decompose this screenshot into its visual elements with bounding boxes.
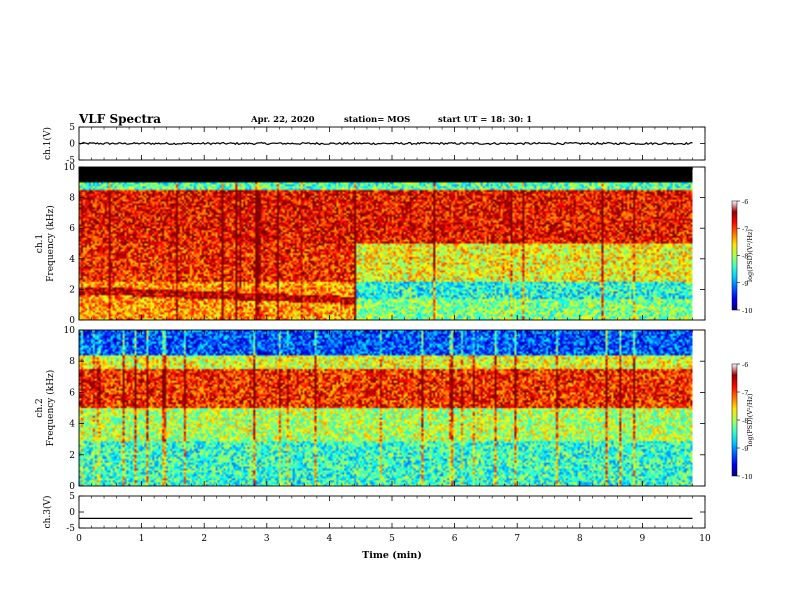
- spectrogram-image: [79, 167, 693, 320]
- colorbar-tick-label: -7: [742, 225, 748, 233]
- y-tick-label: 0: [69, 482, 75, 492]
- colorbar: [731, 200, 738, 311]
- x-tick-label: 5: [389, 534, 395, 544]
- y-tick-label: 8: [69, 357, 75, 367]
- y-tick-label: -5: [66, 524, 75, 534]
- colorbar-tick-label: -10: [742, 473, 752, 481]
- y-tick-label: 2: [69, 285, 75, 295]
- x-tick-label: 0: [76, 534, 82, 544]
- colorbar-tick-label: -8: [742, 253, 748, 261]
- colorbar-tick-label: -9: [742, 280, 748, 288]
- y-tick-label: 0: [69, 508, 75, 518]
- x-tick-label: 4: [327, 534, 333, 544]
- y-tick-label: 5: [69, 492, 75, 502]
- y-tick-label: 0: [69, 316, 75, 326]
- x-tick-label: 8: [577, 534, 583, 544]
- y-axis-label-frequency: Frequency (kHz): [45, 205, 56, 282]
- colorbar-tick-label: -7: [742, 389, 748, 397]
- y-tick-label: 6: [69, 224, 75, 234]
- colorbar-tick-label: -6: [742, 361, 748, 369]
- y-tick-label: 8: [69, 194, 75, 204]
- y-axis-label-channel: ch.1: [35, 234, 45, 253]
- x-axis-label: Time (min): [362, 550, 422, 561]
- y-tick-label: 4: [69, 255, 75, 265]
- y-axis-label: ch.3(V): [42, 496, 53, 529]
- header-station: station= MOS: [344, 115, 411, 125]
- y-tick-label: 6: [69, 388, 75, 398]
- colorbar: [731, 363, 738, 477]
- y-tick-label: 10: [64, 326, 76, 336]
- y-tick-label: 0: [69, 140, 75, 150]
- colorbar-tick-label: -6: [742, 198, 748, 206]
- colorbar-label: log(PSD)(V²/Hz): [746, 393, 754, 446]
- x-tick-label: 7: [514, 534, 520, 544]
- x-tick-label: 1: [139, 534, 145, 544]
- spectrogram-image: [79, 330, 693, 486]
- y-tick-label: 2: [69, 451, 75, 461]
- x-tick-label: 3: [264, 534, 270, 544]
- x-tick-label: 2: [201, 534, 207, 544]
- header-title: VLF Spectra: [79, 112, 162, 126]
- header-start-time: start UT = 18: 30: 1: [438, 115, 533, 125]
- waveform-line: [78, 141, 693, 146]
- header-date: Apr. 22, 2020: [251, 115, 315, 125]
- y-axis-label-channel: ch.2: [35, 398, 45, 417]
- colorbar-tick-label: -10: [742, 307, 752, 315]
- x-tick-label: 6: [452, 534, 458, 544]
- y-axis-label: ch.1(V): [42, 127, 53, 160]
- colorbar-tick-label: -9: [742, 445, 748, 453]
- x-tick-label: 10: [699, 534, 711, 544]
- y-tick-label: 10: [64, 163, 76, 173]
- colorbar-tick-label: -8: [742, 417, 748, 425]
- x-tick-label: 9: [640, 534, 646, 544]
- y-tick-label: 4: [69, 420, 75, 430]
- y-tick-label: 5: [69, 123, 75, 133]
- y-axis-label-frequency: Frequency (kHz): [45, 370, 56, 447]
- y-tick-label: -5: [66, 156, 75, 166]
- colorbar-label: log(PSD)(V²/Hz): [746, 229, 754, 282]
